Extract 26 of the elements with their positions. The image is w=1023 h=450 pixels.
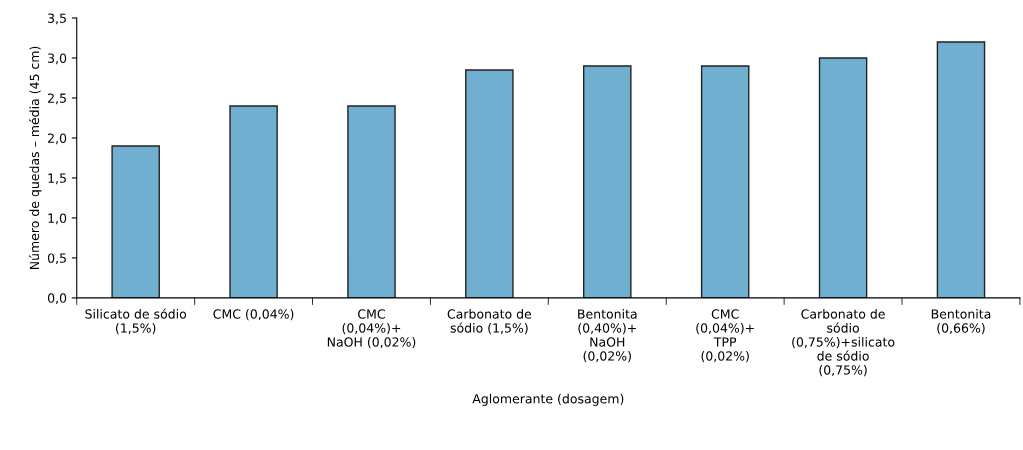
x-tick-label: Silicato de sódio (1,5%) xyxy=(85,308,187,335)
y-axis-title: Número de quedas – média (45 cm) xyxy=(28,46,42,270)
bar xyxy=(700,65,750,298)
y-tick-label: 2,5 xyxy=(48,93,66,105)
bar xyxy=(583,65,632,298)
y-tick-label: 0,5 xyxy=(47,253,66,265)
bar xyxy=(347,105,396,298)
bar xyxy=(229,105,278,298)
x-tick-label: CMC (0,04%)+ TPP (0,02%) xyxy=(696,309,754,363)
bar xyxy=(465,69,514,298)
x-tick-label: CMC (0,04%)+ NaOH (0,02%) xyxy=(327,309,416,349)
y-tick-label: 1,0 xyxy=(48,213,67,225)
x-tick-label: Bentonita (0,66%) xyxy=(931,309,991,335)
y-tick-label: 0,0 xyxy=(47,293,67,305)
x-tick-label: CMC (0,04%) xyxy=(213,309,294,321)
y-tick-label: 1,5 xyxy=(48,173,66,185)
bar xyxy=(936,41,986,298)
y-tick-label: 2,0 xyxy=(48,133,67,145)
x-axis-title: Aglomerante (dosagem) xyxy=(472,393,624,406)
x-tick-label: Carbonato de sódio (0,75%)+silicato de sódio (0,75%) xyxy=(792,309,895,377)
y-tick-label: 3,5 xyxy=(48,13,66,25)
x-tick-label: Carbonato de sódio (1,5%) xyxy=(447,309,532,335)
y-tick-label: 3,0 xyxy=(48,53,67,65)
bar xyxy=(111,145,160,298)
bar xyxy=(818,57,868,298)
x-tick-label: Bentonita (0,40%)+ NaOH (0,02%) xyxy=(578,309,637,363)
